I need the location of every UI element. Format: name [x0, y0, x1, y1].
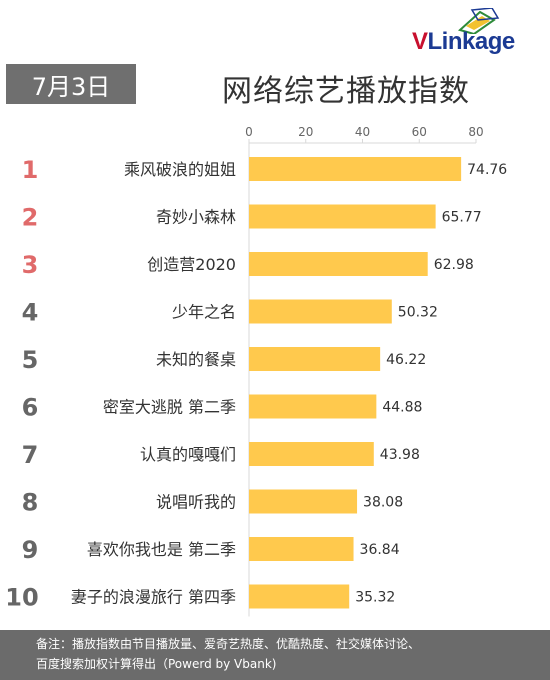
value-label: 62.98 — [434, 257, 474, 273]
bar — [249, 394, 377, 419]
category-label: 认真的嘎嘎们 — [140, 445, 236, 464]
bar — [249, 347, 381, 371]
vlinkage-logo: VLinkage — [412, 8, 542, 56]
x-tick-label: 60 — [412, 125, 427, 139]
x-tick-label: 40 — [355, 125, 370, 139]
rank-number: 1 — [22, 156, 39, 184]
category-label: 未知的餐桌 — [156, 350, 236, 369]
category-label: 奇妙小森林 — [156, 208, 236, 227]
bar-chart: 0 20 40 60 80 1 乘风破浪的姐姐 74.76 2 奇妙小森林 65.77 3 创造营202… — [5, 125, 507, 617]
chart-title: 网络综艺播放指数 — [222, 74, 470, 109]
category-label: 妻子的浪漫旅行 第四季 — [71, 588, 236, 607]
category-label: 密室大逃脱 第二季 — [103, 398, 236, 417]
footer-line-1: 备注：播放指数由节目播放量、爱奇艺热度、优酷热度、社交媒体讨论、 — [36, 637, 421, 651]
bar — [249, 584, 350, 609]
logo-letter-v: V — [412, 28, 428, 55]
category-label: 喜欢你我也是 第二季 — [87, 540, 236, 559]
value-label: 43.98 — [380, 447, 420, 463]
rank-number: 4 — [22, 299, 39, 327]
rank-number: 6 — [22, 394, 39, 422]
rank-number: 8 — [22, 489, 39, 517]
logo-emblem-icon — [457, 8, 500, 34]
rank-number: 5 — [22, 346, 39, 374]
logo-word-linkage: Linkage — [427, 28, 516, 55]
date-badge: 7月3日 — [6, 64, 136, 104]
bar — [249, 204, 436, 229]
logo-wordmark: VLinkage — [412, 28, 515, 56]
value-label: 36.84 — [360, 542, 400, 558]
footer-line-2: 百度搜索加权计算得出（Powerd by Vbank) — [36, 657, 277, 671]
value-label: 50.32 — [398, 305, 438, 321]
category-label: 少年之名 — [172, 303, 236, 322]
x-tick-label: 0 — [245, 125, 253, 139]
x-tick-label: 80 — [468, 125, 483, 139]
date-label: 7月3日 — [31, 72, 111, 101]
value-label: 35.32 — [355, 590, 395, 606]
rank-number: 10 — [5, 584, 38, 612]
rank-number: 9 — [22, 536, 39, 564]
bar — [249, 299, 392, 324]
rank-number: 3 — [22, 251, 39, 279]
value-label: 74.76 — [467, 162, 507, 178]
bar — [249, 252, 428, 276]
bar — [249, 537, 354, 561]
value-label: 46.22 — [386, 352, 426, 368]
value-label: 44.88 — [382, 400, 422, 416]
bar — [249, 442, 374, 466]
rank-number: 2 — [22, 204, 39, 232]
category-label: 说唱听我的 — [156, 493, 236, 512]
category-label: 乘风破浪的姐姐 — [124, 160, 236, 179]
value-label: 65.77 — [442, 210, 482, 226]
value-label: 38.08 — [363, 495, 403, 511]
footer-note: 备注：播放指数由节目播放量、爱奇艺热度、优酷热度、社交媒体讨论、 百度搜索加权计… — [0, 630, 550, 680]
bar — [249, 157, 462, 181]
rank-number: 7 — [22, 441, 39, 469]
bar — [249, 489, 358, 514]
x-tick-label: 20 — [298, 125, 313, 139]
category-label: 创造营2020 — [147, 255, 236, 274]
